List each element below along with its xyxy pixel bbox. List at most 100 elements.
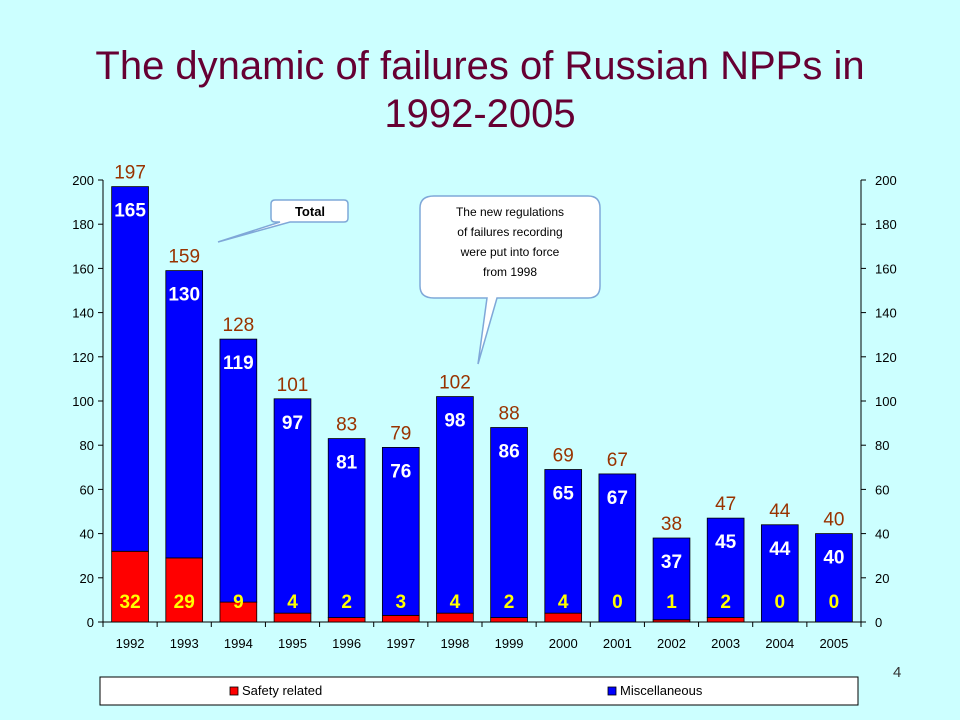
bar-safety-related xyxy=(490,617,528,623)
bar-safety-related xyxy=(273,612,312,623)
total-label: 102 xyxy=(439,373,471,394)
bar-miscellaneous xyxy=(436,396,474,614)
miscellaneous-label: 98 xyxy=(444,411,465,432)
total-label: 69 xyxy=(553,446,574,467)
total-callout-text: Total xyxy=(295,204,325,219)
x-tick-label: 2003 xyxy=(711,636,740,651)
x-tick-label: 2004 xyxy=(765,636,794,651)
bar-safety-related xyxy=(327,617,366,623)
y-tick-label-left: 60 xyxy=(80,482,94,497)
y-tick-label-right: 40 xyxy=(875,527,889,542)
title-line-2: 1992-2005 xyxy=(384,92,576,136)
total-label: 40 xyxy=(823,510,844,531)
miscellaneous-label: 45 xyxy=(715,532,737,553)
safety-related-label: 0 xyxy=(829,592,840,613)
y-tick-label-left: 40 xyxy=(80,527,94,542)
safety-related-label: 3 xyxy=(395,592,406,613)
total-label: 47 xyxy=(715,494,736,515)
safety-related-label: 1 xyxy=(666,592,677,613)
y-tick-label-left: 20 xyxy=(80,571,94,586)
regulation-callout: The new regulations of failures recordin… xyxy=(419,195,601,365)
total-label: 197 xyxy=(114,163,146,184)
x-tick-label: 2005 xyxy=(819,636,848,651)
x-tick-label: 2002 xyxy=(657,636,686,651)
bar-safety-related xyxy=(111,550,149,623)
bar-safety-related xyxy=(165,557,204,623)
bar-miscellaneous xyxy=(544,469,583,614)
y-tick-label-left: 80 xyxy=(80,438,94,453)
miscellaneous-label: 76 xyxy=(390,461,411,482)
slide-number: 4 xyxy=(893,664,902,681)
chart-bars xyxy=(111,186,853,623)
total-label: 38 xyxy=(661,514,682,535)
miscellaneous-label: 40 xyxy=(823,548,844,569)
miscellaneous-label: 67 xyxy=(607,488,628,509)
legend-swatch-misc xyxy=(607,686,617,696)
total-label: 88 xyxy=(499,404,520,425)
x-tick-label: 1994 xyxy=(224,636,253,651)
bar-safety-related xyxy=(544,612,583,623)
total-label: 101 xyxy=(277,375,309,396)
y-tick-label-right: 200 xyxy=(875,173,897,188)
miscellaneous-label: 81 xyxy=(336,453,358,474)
bar-miscellaneous xyxy=(815,533,853,623)
bar-safety-related xyxy=(381,614,420,623)
total-label: 159 xyxy=(168,247,200,268)
safety-related-label: 4 xyxy=(287,592,298,613)
y-tick-label-right: 180 xyxy=(875,217,897,232)
miscellaneous-label: 165 xyxy=(114,201,146,222)
miscellaneous-label: 119 xyxy=(223,353,254,374)
legend-label-misc: Miscellaneous xyxy=(620,683,703,698)
bar-miscellaneous xyxy=(219,338,258,603)
legend-swatch-safety xyxy=(229,686,239,696)
x-tick-label: 1996 xyxy=(332,636,361,651)
miscellaneous-label: 130 xyxy=(168,285,200,306)
regulation-line-4: from 1998 xyxy=(483,265,537,279)
safety-related-label: 4 xyxy=(558,592,569,613)
y-tick-label-left: 160 xyxy=(72,261,94,276)
y-tick-label-left: 200 xyxy=(72,173,94,188)
regulation-line-2: of failures recording xyxy=(457,225,562,239)
x-tick-label: 2000 xyxy=(549,636,578,651)
y-tick-label-right: 20 xyxy=(875,571,889,586)
safety-related-label: 32 xyxy=(120,592,141,613)
y-tick-label-left: 180 xyxy=(72,217,94,232)
safety-related-label: 29 xyxy=(174,592,195,613)
bar-miscellaneous xyxy=(165,270,204,559)
x-tick-label: 1997 xyxy=(386,636,415,651)
chart-axes: 0204060801001201401601802000204060801001… xyxy=(72,173,896,651)
slide-title: The dynamic of failures of Russian NPPs … xyxy=(0,42,960,138)
legend: Safety related Miscellaneous xyxy=(99,676,859,706)
legend-label-safety: Safety related xyxy=(242,683,322,698)
total-label: 128 xyxy=(223,315,255,336)
safety-related-label: 2 xyxy=(341,592,352,613)
title-line-1: The dynamic of failures of Russian NPPs … xyxy=(95,44,865,88)
bar-miscellaneous xyxy=(381,447,420,616)
miscellaneous-label: 97 xyxy=(282,413,303,434)
y-tick-label-right: 160 xyxy=(875,261,897,276)
bar-miscellaneous xyxy=(598,473,637,623)
total-label: 83 xyxy=(336,415,357,436)
x-tick-label: 2001 xyxy=(603,636,632,651)
safety-related-label: 0 xyxy=(774,592,785,613)
regulation-line-3: were put into force xyxy=(460,245,560,259)
safety-related-label: 2 xyxy=(720,592,731,613)
total-label: 44 xyxy=(769,501,791,522)
x-tick-label: 1992 xyxy=(116,636,145,651)
safety-related-label: 4 xyxy=(450,592,461,613)
y-tick-label-right: 60 xyxy=(875,482,889,497)
y-tick-label-left: 100 xyxy=(72,394,94,409)
x-tick-label: 1995 xyxy=(278,636,307,651)
total-callout: Total xyxy=(217,199,349,243)
y-tick-label-left: 0 xyxy=(87,615,94,630)
y-tick-label-left: 140 xyxy=(72,306,94,321)
bar-miscellaneous xyxy=(327,438,366,618)
total-label: 67 xyxy=(607,450,628,471)
x-tick-label: 1998 xyxy=(440,636,469,651)
bar-miscellaneous xyxy=(273,398,312,614)
safety-related-label: 9 xyxy=(233,592,244,613)
bar-miscellaneous xyxy=(706,517,745,618)
total-label: 79 xyxy=(390,423,411,444)
y-tick-label-right: 140 xyxy=(875,306,897,321)
